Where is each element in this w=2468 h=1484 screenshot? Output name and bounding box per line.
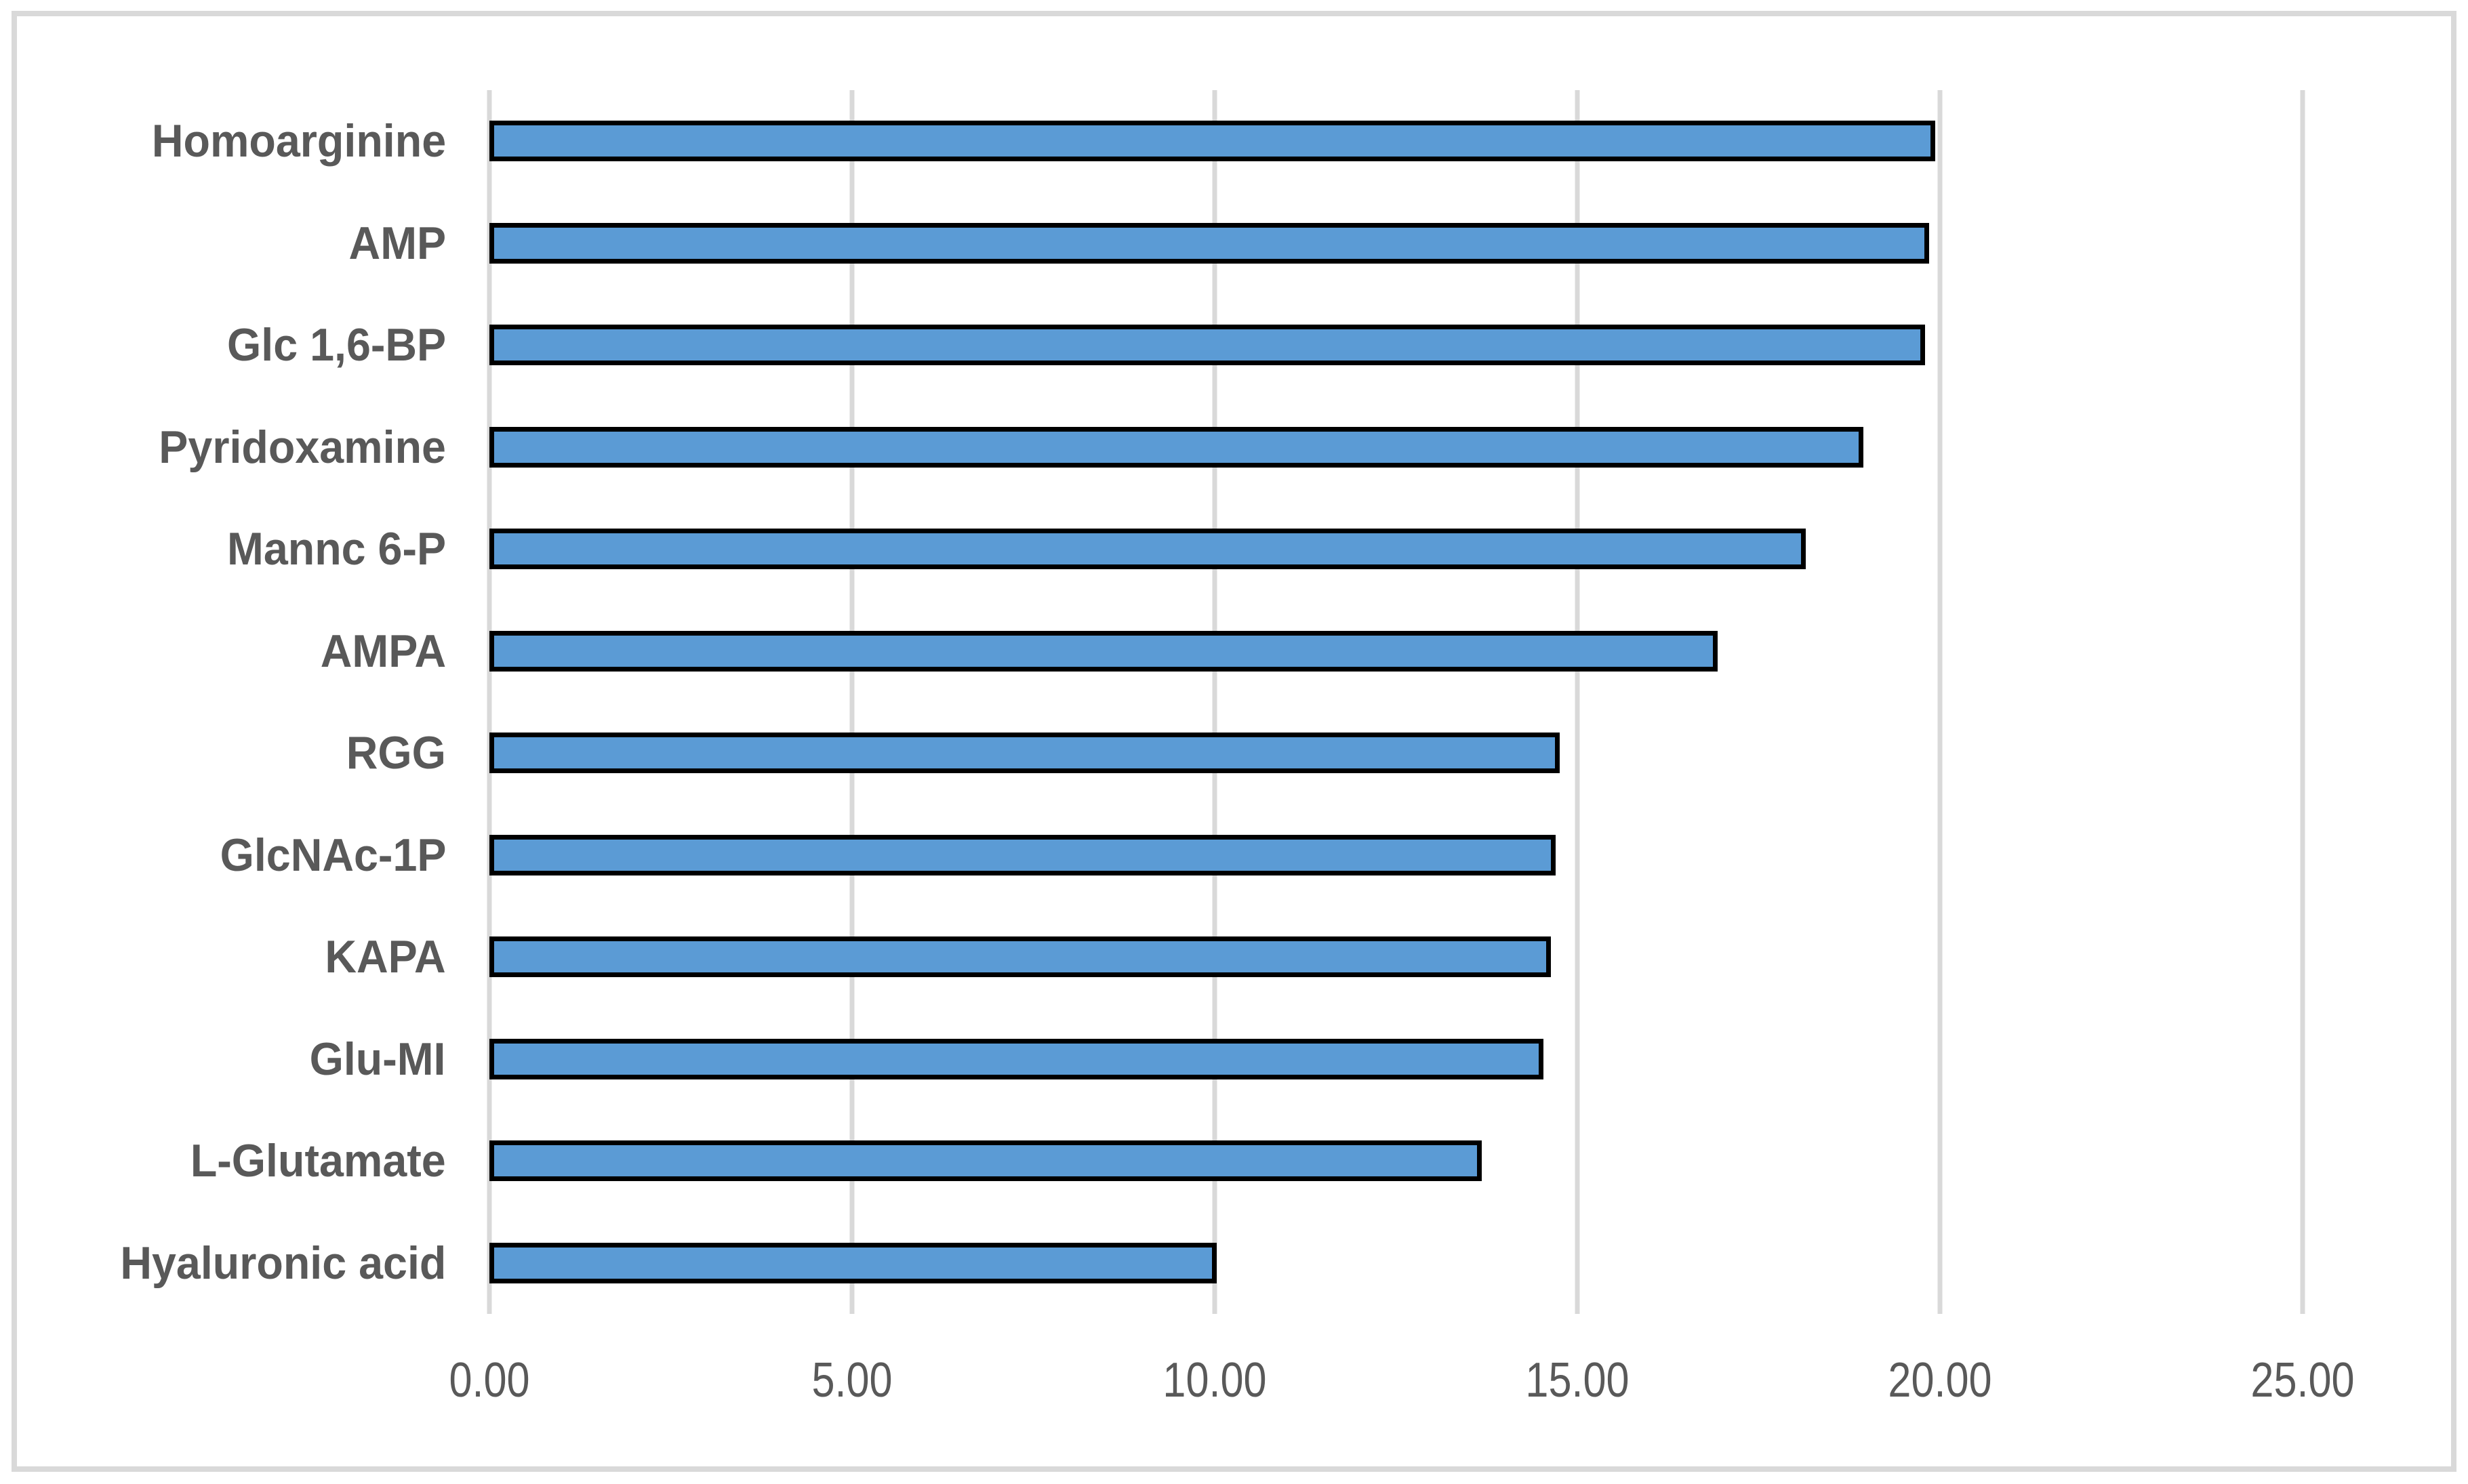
bar-row [489,1212,2303,1315]
bar [489,529,1806,570]
bar-row [489,804,2303,907]
bar [489,1242,1217,1283]
category-label: AMPA [0,600,446,703]
category-label-text: AMPA [320,625,446,677]
category-label: GlcNAc-1P [0,804,446,907]
category-label: Homoarginine [0,90,446,192]
bar [489,834,1556,875]
y-axis-line [487,90,492,1314]
x-tick-label: 0.00 [449,1353,530,1407]
category-label: Hyaluronic acid [0,1212,446,1315]
bar [489,1140,1482,1182]
category-label: Glc 1,6-BP [0,294,446,396]
bar [489,121,1935,162]
category-label: Pyridoxamine [0,396,446,499]
bar [489,733,1560,774]
category-label: RGG [0,702,446,804]
bar-row [489,600,2303,703]
category-label-text: RGG [346,727,446,779]
plot-area [487,90,2305,1314]
bar-row [489,396,2303,499]
x-tick-label: 10.00 [1162,1353,1267,1407]
category-label: Mannc 6-P [0,498,446,600]
gridline [1575,90,1580,1314]
x-tick-label: 20.00 [1888,1353,1992,1407]
gridline [849,90,855,1314]
category-label-text: L-Glutamate [190,1135,446,1187]
bar-row [489,90,2303,192]
gridline [1212,90,1217,1314]
bar-row [489,1008,2303,1111]
category-label-text: Glc 1,6-BP [226,319,446,371]
x-tick-label: 15.00 [1525,1353,1630,1407]
category-label-text: Pyridoxamine [159,421,446,473]
category-label: AMP [0,192,446,295]
category-label: Glu-MI [0,1008,446,1111]
bar [489,630,1718,672]
category-label-text: Homoarginine [151,115,446,167]
category-label-text: GlcNAc-1P [220,829,446,881]
category-label-text: AMP [348,217,446,269]
x-tick-label: 5.00 [811,1353,893,1407]
category-axis: Homoarginine AMP Glc 1,6-BP Pyridoxamine Man… [0,90,446,1314]
value-axis: 0.00 5.00 10.00 15.00 20.00 25.00 [449,1345,2354,1416]
category-label-text: KAPA [325,931,446,983]
bar [489,222,1929,264]
bar-row [489,1110,2303,1212]
bar-row [489,192,2303,295]
category-label-text: Glu-MI [310,1033,446,1085]
bar-row [489,906,2303,1008]
bar-row [489,702,2303,804]
gridline [2300,90,2305,1314]
x-tick-label: 25.00 [2250,1353,2355,1407]
category-label: KAPA [0,906,446,1008]
bars-layer [489,90,2303,1314]
bar [489,426,1863,468]
bar [489,936,1552,978]
category-label-text: Hyaluronic acid [119,1237,446,1289]
bar [489,325,1925,366]
bar [489,1038,1543,1079]
bar-row [489,294,2303,396]
category-label-text: Mannc 6-P [226,523,446,575]
bar-row [489,498,2303,600]
gridline [1937,90,1943,1314]
category-label: L-Glutamate [0,1110,446,1212]
